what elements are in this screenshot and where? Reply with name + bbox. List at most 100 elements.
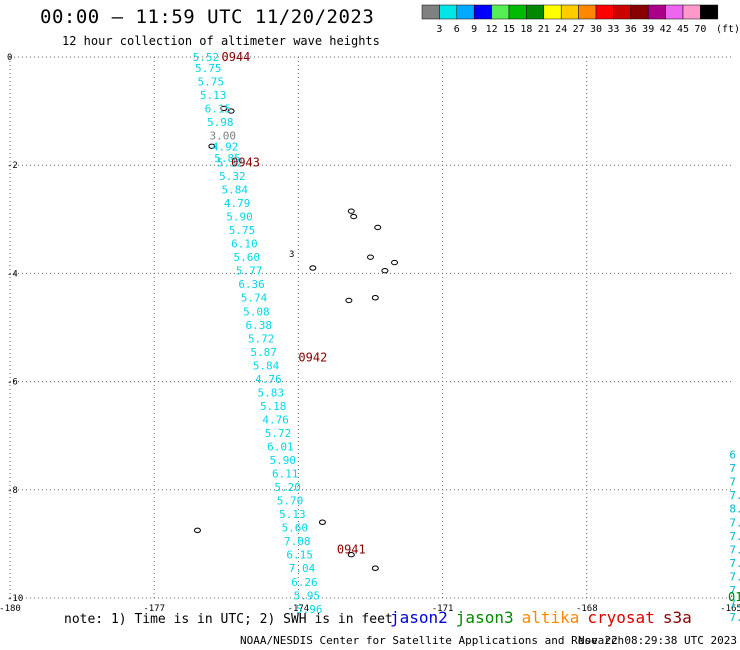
swh-value-label: 5.83	[258, 386, 285, 399]
x-tick-label: -168	[576, 604, 598, 614]
scale-label: 42	[660, 24, 672, 35]
island-outline	[347, 552, 355, 558]
island-outline	[374, 224, 382, 231]
swh-value-label: 6.26	[291, 576, 318, 589]
swh-value-label: 6.11	[272, 468, 299, 481]
swh-value-label: 5.95	[294, 589, 321, 602]
scale-label: 27	[573, 24, 585, 35]
scale-label: 36	[625, 24, 637, 35]
generated-timestamp: Nov 22 08:29:38 UTC 2023	[578, 634, 737, 647]
swh-value-label: 7	[729, 462, 736, 475]
y-tick-label: -8	[7, 486, 18, 496]
scale-label: 6	[454, 24, 460, 35]
swh-value-label: 7.56	[729, 557, 740, 570]
scale-label: 45	[677, 24, 689, 35]
mission-jason2: jason2	[390, 608, 448, 627]
swh-value-label: 7.5	[729, 489, 740, 502]
swh-value-label: 7.37	[729, 530, 740, 543]
swh-value-label: 5.18	[260, 400, 287, 413]
swh-value-label: 7.27	[729, 597, 740, 610]
swh-value-label: 6.36	[238, 278, 264, 291]
map-subtitle: 12 hour collection of altimeter wave hei…	[62, 34, 380, 48]
swh-value-label: 5.75	[197, 75, 224, 88]
swh-value-label: 5.20	[274, 481, 301, 494]
scale-label: 24	[555, 24, 567, 35]
scale-label: 70	[694, 24, 706, 35]
swh-value-label: 6.15	[205, 102, 232, 115]
footnote: note: 1) Time is in UTC; 2) SWH is in fe…	[64, 612, 393, 627]
island-outline	[350, 213, 358, 220]
scale-label: 3	[436, 24, 442, 35]
y-tick-label: -6	[7, 378, 18, 388]
swh-value-label: 4.92	[212, 140, 239, 153]
scale-label: 18	[520, 24, 532, 35]
scale-label: 15	[503, 24, 515, 35]
swh-value-label: 5.13	[279, 508, 306, 521]
swh-value-label: 5.32	[217, 156, 244, 169]
mission-s3a: s3a	[662, 608, 692, 627]
pass-time-label: 0941	[337, 542, 366, 556]
mission-legend: jason2 jason3 altika cryosat s3a	[390, 608, 700, 627]
swh-value-label: 4.76	[262, 413, 289, 426]
swh-value-label: 6.01	[267, 441, 294, 454]
y-tick-label: 0	[7, 53, 12, 63]
swh-value-label: 6	[729, 449, 736, 462]
scale-label: 12	[486, 24, 498, 35]
swh-value-label: 5.60	[234, 251, 261, 264]
scale-swatch	[700, 4, 719, 20]
swh-value-label: 3.00	[209, 129, 236, 142]
swh-value-label: 5.72	[248, 332, 275, 345]
swh-value-label: 5.90	[270, 454, 297, 467]
swh-value-label: 7.52	[729, 584, 740, 597]
swh-value-label: 5.08	[243, 305, 270, 318]
island-outline	[381, 267, 389, 274]
scale-label: 30	[590, 24, 602, 35]
stray-label: 3	[289, 250, 294, 260]
mission-cryosat: cryosat	[587, 608, 655, 627]
scale-label: 9	[471, 24, 477, 35]
swh-value-label: 5.85	[214, 152, 241, 165]
swh-value-label: 5.87	[250, 346, 276, 359]
y-tick-label: -10	[7, 594, 23, 604]
swh-value-label: 7.63	[729, 543, 740, 556]
swh-value-label: 5.84	[221, 184, 248, 197]
pass-time-label: 01	[728, 590, 740, 604]
swh-value-label: 4.76	[255, 373, 282, 386]
island-outline	[391, 259, 399, 266]
swh-value-label: 7.96	[729, 611, 740, 624]
island-outline	[371, 565, 379, 571]
swh-value-label: 5.75	[195, 62, 222, 75]
pass-time-label: 0944	[221, 50, 250, 64]
swh-value-label: 5.77	[236, 265, 263, 278]
x-tick-label: -165	[720, 604, 740, 614]
swh-value-label: 7.7	[729, 516, 740, 529]
swh-value-label: 5.70	[277, 495, 304, 508]
swh-value-label: 5.52	[193, 51, 220, 64]
swh-value-label: 5.72	[265, 427, 292, 440]
x-tick-label: -171	[432, 604, 454, 614]
map-title: 00:00 – 11:59 UTC 11/20/2023	[40, 6, 375, 28]
swh-value-label: 5.90	[226, 211, 253, 224]
mission-jason3: jason3	[455, 608, 514, 627]
island-outline	[220, 105, 228, 112]
swh-value-label: 7.04	[289, 562, 316, 575]
pass-time-label: 0943	[231, 155, 260, 169]
island-outline	[371, 295, 379, 301]
island-outline	[347, 208, 355, 214]
swh-value-label: 7.08	[284, 535, 311, 548]
swh-value-label: 6.15	[286, 549, 313, 562]
swh-value-label: 6.38	[246, 319, 273, 332]
island-outline	[309, 265, 317, 271]
swh-value-label: 7	[729, 476, 736, 489]
swh-value-label: 5.32	[219, 170, 246, 183]
scale-label: 21	[538, 24, 550, 35]
scale-label: 33	[607, 24, 619, 35]
credit-line: NOAA/NESDIS Center for Satellite Applica…	[240, 634, 625, 647]
island-outline	[227, 108, 235, 114]
scale-label: 39	[642, 24, 654, 35]
island-outline	[345, 297, 353, 304]
swh-value-label: 5.74	[241, 292, 268, 305]
y-tick-label: -2	[7, 161, 18, 171]
island-outline	[208, 143, 216, 149]
swh-value-label: 7.35	[729, 570, 740, 583]
